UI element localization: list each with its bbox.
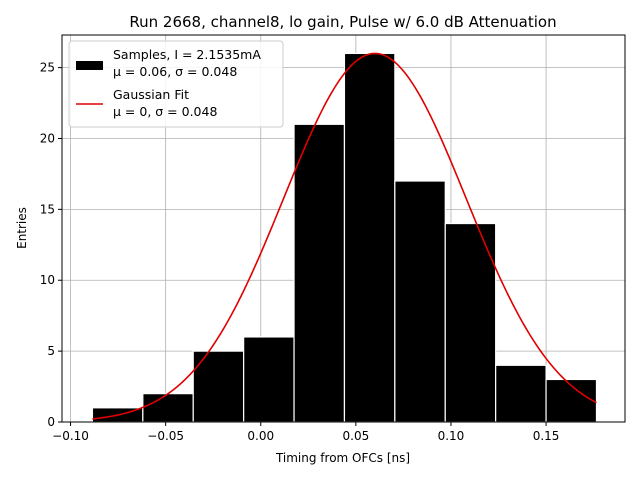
histogram-bar — [495, 364, 547, 423]
legend-samples-line1: Samples, I = 2.1535mA — [113, 47, 261, 62]
histogram-bar — [192, 350, 245, 423]
histogram-bar — [394, 180, 446, 423]
chart-title: Run 2668, channel8, lo gain, Pulse w/ 6.… — [129, 13, 556, 31]
y-tick-label: 5 — [47, 344, 55, 358]
x-tick-label: 0.00 — [247, 429, 274, 443]
x-tick-label: −0.10 — [52, 429, 89, 443]
legend-fit-line2: μ = 0, σ = 0.048 — [113, 104, 217, 119]
y-tick-label: 0 — [47, 415, 55, 429]
plot-frame — [61, 34, 626, 423]
y-tick-label: 25 — [40, 61, 55, 75]
histogram-bar — [243, 336, 295, 423]
legend-fit-line1: Gaussian Fit — [113, 87, 189, 102]
histogram-bars — [91, 52, 598, 423]
legend-samples-line2: μ = 0.06, σ = 0.048 — [113, 64, 237, 79]
legend-box — [68, 40, 284, 128]
x-axis-ticks: −0.10 −0.05 0.00 0.05 0.10 0.15 — [52, 422, 559, 443]
histogram-bar — [444, 222, 497, 423]
histogram-bar — [142, 393, 194, 423]
y-tick-label: 20 — [40, 131, 55, 145]
x-tick-label: 0.10 — [438, 429, 465, 443]
histogram-bar — [293, 123, 346, 423]
x-tick-label: 0.05 — [343, 429, 370, 443]
x-tick-label: −0.05 — [147, 429, 184, 443]
y-tick-label: 15 — [40, 202, 55, 216]
x-tick-label: 0.15 — [533, 429, 560, 443]
y-axis-ticks: 0 5 10 15 20 25 — [40, 61, 62, 429]
x-axis-label: Timing from OFCs [ns] — [275, 451, 410, 465]
legend-samples-swatch — [76, 61, 103, 70]
y-tick-label: 10 — [40, 273, 55, 287]
gaussian-fit-line — [92, 52, 597, 420]
legend: Samples, I = 2.1535mA μ = 0.06, σ = 0.04… — [68, 40, 284, 128]
histogram-bar — [343, 52, 396, 423]
y-axis-label: Entries — [15, 207, 29, 249]
